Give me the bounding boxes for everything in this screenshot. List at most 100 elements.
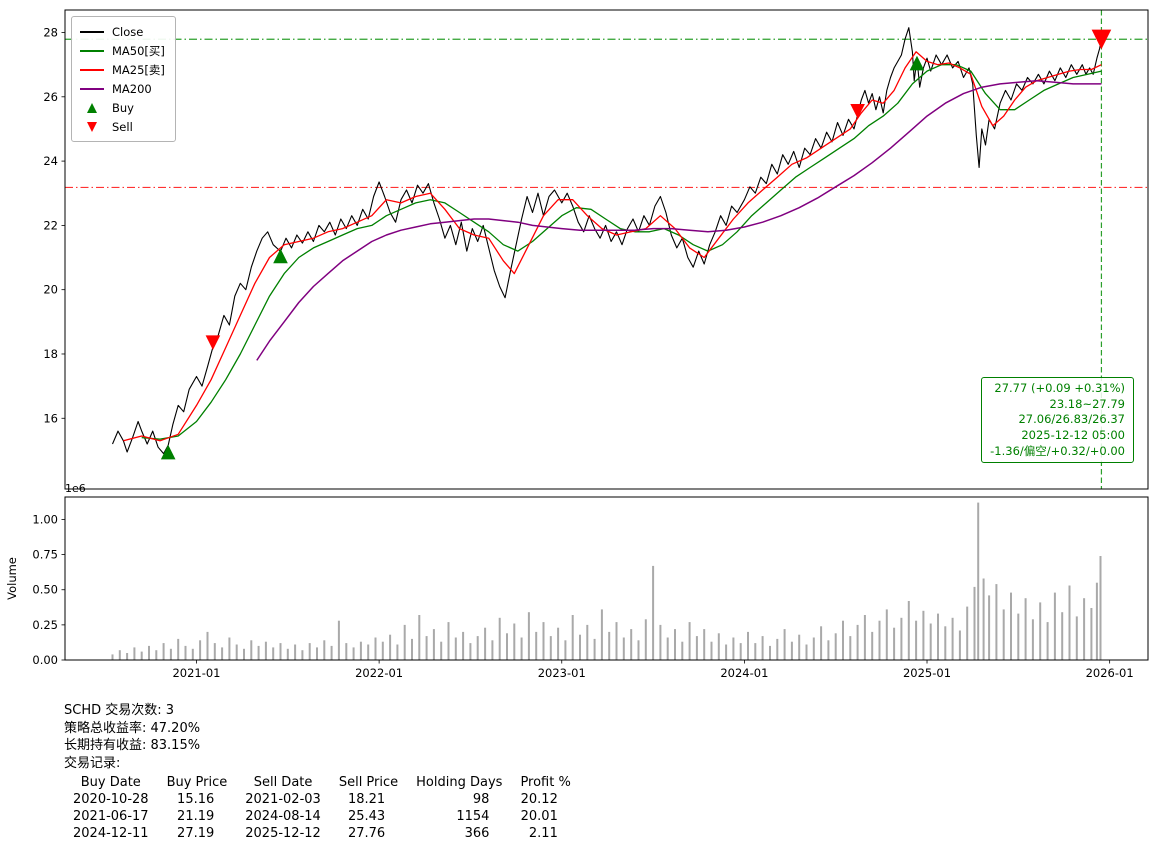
volume-bar	[982, 578, 985, 660]
volume-bar	[469, 643, 472, 660]
volume-bar	[630, 629, 633, 660]
volume-bar	[527, 612, 530, 660]
volume-bar	[301, 650, 304, 660]
volume-bar	[1061, 612, 1064, 660]
volume-bar	[856, 624, 859, 660]
legend-item-ma50: MA50[买]	[80, 41, 165, 60]
volume-bar	[294, 644, 297, 660]
volume-bar	[191, 648, 194, 660]
volume-bar	[316, 647, 318, 660]
volume-bar	[498, 617, 501, 660]
legend-label-sell: Sell	[112, 119, 133, 134]
volume-bar	[381, 641, 384, 660]
col-sell-date: Sell Date	[253, 775, 313, 790]
volume-bar	[308, 643, 311, 660]
y-tick-label: 20	[43, 283, 58, 297]
volume-bar	[133, 647, 136, 660]
volume-bar	[783, 629, 786, 660]
volume-bar	[1010, 592, 1012, 660]
volume-bar	[418, 615, 421, 660]
y-tick-label: 16	[43, 411, 58, 425]
volume-bar	[1002, 609, 1005, 660]
volume-bar	[710, 641, 713, 660]
volume-bar	[988, 595, 991, 660]
table-row: 2020-10-28 15.16 2021-02-03 18.21 98 20.…	[64, 791, 580, 808]
legend-label-buy: Buy	[112, 100, 134, 115]
volume-bar	[177, 638, 180, 660]
volume-bar	[652, 565, 655, 660]
volume-bar	[454, 637, 457, 660]
volume-bar	[1031, 619, 1034, 661]
volume-bar	[995, 584, 998, 660]
volume-bar	[571, 615, 574, 660]
volume-bar	[608, 631, 611, 660]
volume-bar	[148, 645, 150, 660]
volume-bar	[973, 586, 976, 660]
volume-bar	[235, 644, 238, 660]
volume-bar	[484, 627, 487, 660]
cell-sell-price: 18.21	[347, 792, 386, 807]
volume-bar	[330, 645, 333, 660]
cell-sell-date: 2025-12-12	[245, 826, 321, 841]
ma25-line	[123, 51, 1102, 442]
volume-bar	[688, 622, 691, 660]
volume-bar	[155, 650, 158, 660]
strategy-return-line: 策略总收益率: 47.20%	[64, 720, 201, 736]
volume-bar	[272, 647, 275, 660]
volume-bar	[871, 631, 874, 660]
volume-bar	[951, 617, 954, 660]
volume-bar	[615, 622, 618, 660]
sell-marker	[850, 103, 865, 119]
x-tick-label: 2021-01	[172, 666, 220, 680]
legend-item-ma25: MA25[卖]	[80, 60, 165, 79]
volume-bar	[199, 640, 202, 660]
volume-bar	[681, 641, 684, 660]
legend-item-buy: Buy	[80, 98, 165, 117]
ma50-line	[141, 64, 1102, 440]
x-tick-label: 2024-01	[720, 666, 768, 680]
trade-summary: SCHD 交易次数: 3 策略总收益率: 47.20% 长期持有收益: 83.1…	[64, 702, 580, 842]
ma25-line-sample	[80, 68, 104, 71]
legend-label-ma25: MA25[卖]	[112, 62, 165, 77]
volume-bar	[1017, 613, 1020, 660]
volume-bar	[695, 636, 698, 660]
volume-bar	[834, 633, 837, 660]
buy-marker-icon	[80, 102, 104, 113]
volume-bar	[958, 630, 961, 660]
table-row: 2024-12-11 27.19 2025-12-12 27.76 366 2.…	[64, 825, 580, 842]
volume-bar	[286, 648, 289, 660]
volume-bar	[977, 502, 980, 660]
volume-bar	[1095, 582, 1098, 660]
volume-bar	[323, 640, 326, 660]
sell-marker	[205, 335, 221, 351]
volume-bar	[447, 622, 450, 660]
cell-profit: 2.11	[528, 826, 558, 841]
cell-profit: 20.12	[520, 792, 558, 807]
volume-bar	[374, 637, 377, 660]
volume-bar	[118, 650, 121, 660]
volume-bar	[929, 623, 932, 660]
y-tick-label: 28	[43, 26, 58, 40]
trade-table: Buy Date Buy Price Sell Date Sell Price …	[64, 774, 580, 842]
volume-bar	[878, 620, 881, 660]
cell-buy-date: 2024-12-11	[73, 826, 149, 841]
volume-bar	[359, 641, 362, 660]
volume-bar	[432, 629, 435, 660]
buy-marker	[273, 248, 288, 264]
table-row: 2021-06-17 21.19 2024-08-14 25.43 1154 2…	[64, 808, 580, 825]
cell-sell-price: 25.43	[347, 809, 386, 824]
volume-bar	[396, 644, 399, 660]
hold-return-line: 长期持有收益: 83.15%	[64, 738, 201, 753]
volume-bar	[666, 637, 669, 660]
volume-bar	[659, 624, 662, 660]
volume-bar	[542, 622, 545, 660]
volume-bar	[535, 631, 538, 660]
cell-buy-date: 2021-06-17	[73, 809, 149, 824]
volume-bar	[411, 638, 413, 660]
legend-item-sell: Sell	[80, 117, 165, 136]
cell-holding-days: 98	[472, 792, 490, 807]
volume-y-tick-label: 0.00	[32, 653, 58, 667]
volume-bar	[111, 654, 114, 660]
volume-bar	[1039, 602, 1042, 660]
